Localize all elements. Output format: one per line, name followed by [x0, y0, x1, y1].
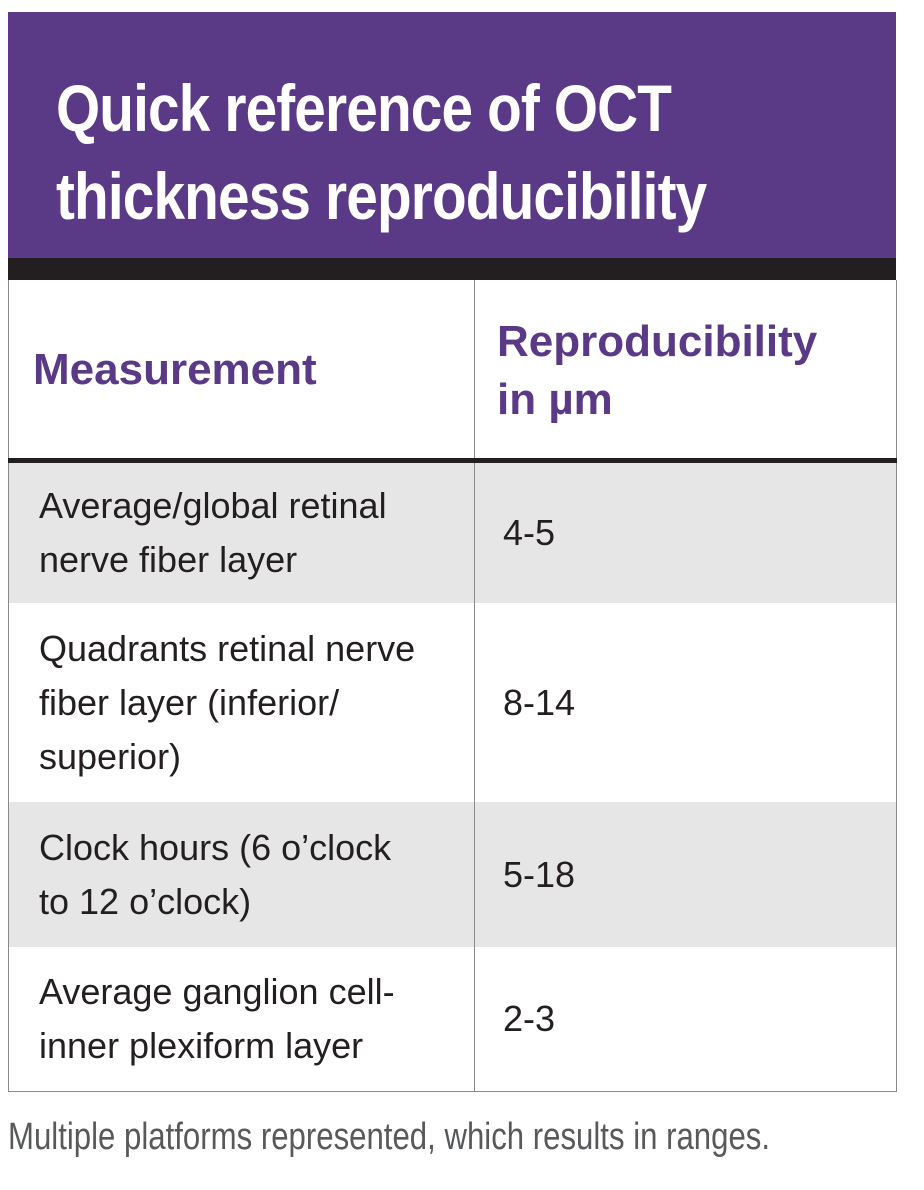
measurement-cell: Average/global retinal nerve fiber layer — [8, 460, 475, 603]
header-divider — [8, 258, 896, 280]
title-banner: Quick reference of OCT thickness reproduc… — [8, 12, 896, 258]
measurement-line: superior) — [39, 735, 182, 777]
measurement-line: Quadrants retinal nerve — [39, 627, 416, 669]
title-line-1: Quick reference of OCT — [56, 71, 672, 145]
table-row: Average ganglion cell-inner plexiform la… — [8, 947, 897, 1092]
measurement-line: Average ganglion cell- — [39, 970, 395, 1012]
table-row: Average/global retinal nerve fiber layer … — [8, 460, 897, 603]
reproducibility-value: 4-5 — [474, 460, 897, 603]
measurement-line: nerve fiber layer — [39, 538, 298, 580]
table-row: Quadrants retinal nerve fiber layer (infe… — [8, 603, 897, 802]
reproducibility-table: Measurement Reproducibility in µm Average… — [8, 280, 897, 1092]
table-row: Clock hours (6 o’clock to 12 o’clock) 5-1… — [8, 802, 897, 947]
title-line-2: thickness reproducibility — [56, 159, 707, 233]
column-header-reproducibility-line-2: in µm — [497, 374, 613, 424]
reproducibility-value: 2-3 — [474, 947, 897, 1092]
reproducibility-value: 8-14 — [474, 603, 897, 802]
measurement-line: inner plexiform layer — [39, 1024, 364, 1066]
measurement-cell: Average ganglion cell-inner plexiform la… — [8, 947, 475, 1092]
reproducibility-value: 5-18 — [474, 802, 897, 947]
table-header-row: Measurement Reproducibility in µm — [8, 280, 897, 463]
footnote: Multiple platforms represented, which re… — [8, 1116, 771, 1158]
page-title: Quick reference of OCT thickness reproduc… — [56, 64, 778, 240]
measurement-line: Clock hours (6 o’clock — [39, 826, 392, 868]
measurement-line: to 12 o’clock) — [39, 880, 252, 922]
measurement-line: fiber layer (inferior/ — [39, 681, 340, 723]
measurement-cell: Quadrants retinal nerve fiber layer (infe… — [8, 603, 475, 802]
column-header-reproducibility: Reproducibility in µm — [474, 280, 897, 463]
column-header-measurement: Measurement — [8, 280, 475, 463]
measurement-line: Average/global retinal — [39, 484, 387, 526]
column-header-reproducibility-line-1: Reproducibility — [497, 316, 818, 366]
measurement-cell: Clock hours (6 o’clock to 12 o’clock) — [8, 802, 475, 947]
